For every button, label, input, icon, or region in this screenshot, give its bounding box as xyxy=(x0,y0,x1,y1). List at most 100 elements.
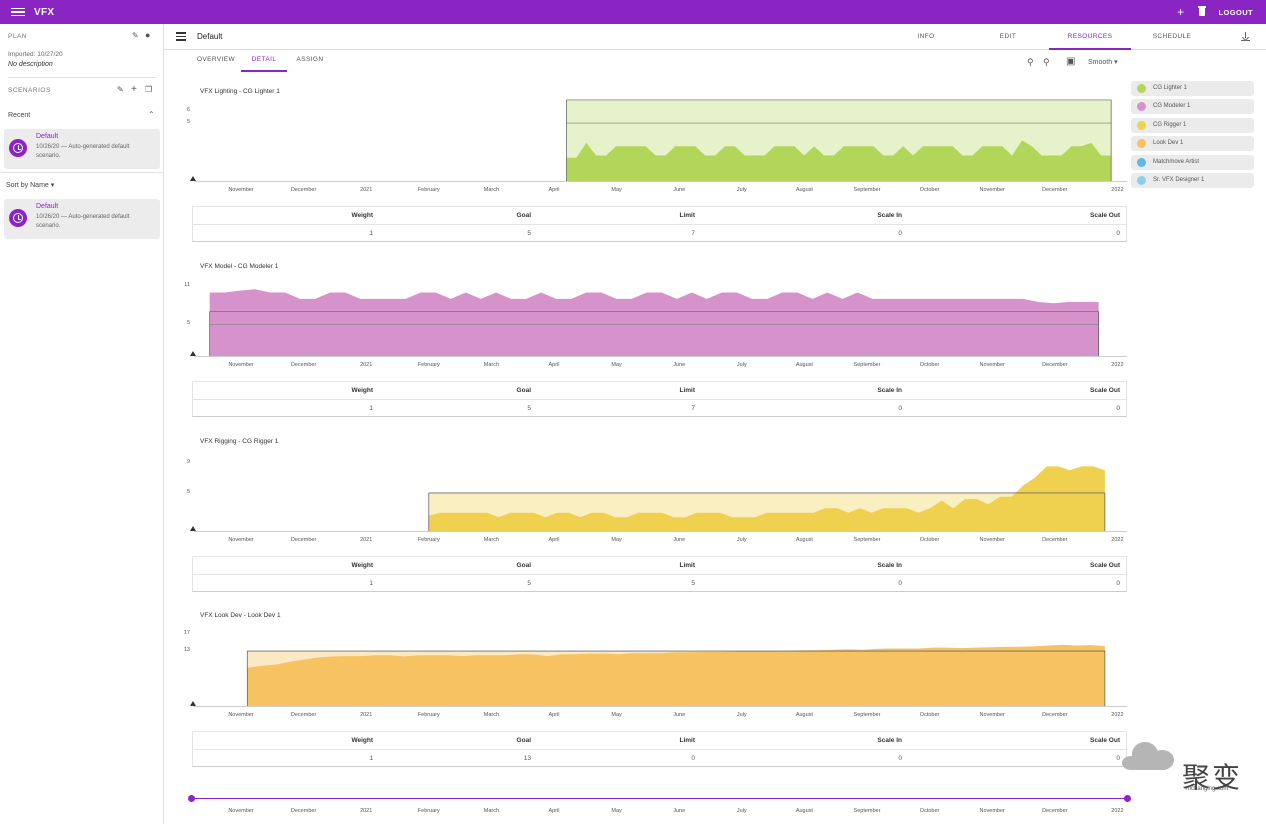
smooth-label: Smooth xyxy=(1088,59,1113,66)
edit-icon[interactable]: ✎ xyxy=(132,31,139,40)
content-header: Default INFO EDIT RESOURCES SCHEDULE xyxy=(164,24,1266,50)
table-cell: 5 xyxy=(527,580,531,587)
axis-origin-marker xyxy=(190,351,196,356)
table-cell: 0 xyxy=(1116,230,1120,237)
copy-scenario-icon[interactable]: ❐ xyxy=(145,85,153,94)
timeline-tick-label: December xyxy=(1042,808,1068,814)
trash-icon[interactable] xyxy=(1197,6,1206,16)
caret-down-icon: ▾ xyxy=(1114,59,1118,66)
timeline-tick-label: December xyxy=(290,808,317,814)
x-tick-label: June xyxy=(673,712,686,718)
y-tick-label: 6 xyxy=(186,107,190,114)
legend-item[interactable]: Look Dev 1 xyxy=(1131,136,1254,152)
timeline-tick-label: March xyxy=(483,808,500,814)
info-icon[interactable]: ● xyxy=(145,30,151,40)
x-tick-label: December xyxy=(1042,712,1068,718)
x-tick-label: November xyxy=(228,712,254,718)
table-header-cell: Weight xyxy=(351,562,373,569)
legend-item[interactable]: CG Modeler 1 xyxy=(1131,99,1254,115)
x-tick-label: February xyxy=(417,712,440,718)
x-tick-label: March xyxy=(483,362,500,368)
tab-schedule[interactable]: SCHEDULE xyxy=(1152,33,1192,40)
table-header-row xyxy=(193,207,1126,225)
timeline-range-slider[interactable] xyxy=(188,795,1131,802)
x-tick-label: August xyxy=(795,362,813,368)
x-tick-label: April xyxy=(548,362,560,368)
tab-resources[interactable]: RESOURCES xyxy=(1049,24,1131,50)
plan-label: PLAN xyxy=(8,33,27,40)
table-cell: 0 xyxy=(898,580,902,587)
smooth-dropdown[interactable]: Smooth ▾ xyxy=(1088,58,1118,66)
zoom-out-icon[interactable]: ⚲ xyxy=(1027,57,1034,67)
imported-date: Imported: 10/27/20 xyxy=(8,51,63,58)
x-axis xyxy=(194,531,1127,532)
legend-label: CG Modeler 1 xyxy=(1153,103,1191,110)
table-header-cell: Goal xyxy=(516,562,531,569)
x-tick-label: September xyxy=(853,712,881,718)
x-tick-label: 2022 xyxy=(1111,362,1124,368)
clock-icon xyxy=(9,139,27,157)
table-header-row xyxy=(193,382,1126,400)
x-axis xyxy=(194,181,1127,182)
y-tick-label: 5 xyxy=(186,320,190,327)
series-area xyxy=(247,644,1105,706)
x-tick-label: April xyxy=(548,537,560,543)
legend-item[interactable]: Sr. VFX Designer 1 xyxy=(1131,173,1254,188)
tab-edit[interactable]: EDIT xyxy=(999,33,1017,40)
table-cell: 1 xyxy=(369,580,373,587)
download-icon[interactable] xyxy=(1241,32,1250,41)
recent-label: Recent xyxy=(8,112,31,119)
range-end-handle[interactable] xyxy=(1124,795,1131,802)
timeline-tick-label: July xyxy=(736,808,747,814)
legend-color-dot xyxy=(1137,102,1146,112)
table-header-cell: Scale Out xyxy=(1090,737,1120,744)
x-tick-label: 2022 xyxy=(1111,712,1124,718)
chevron-up-icon[interactable]: ⌃ xyxy=(148,110,155,119)
legend-color-dot xyxy=(1137,139,1146,149)
legend-label: Sr. VFX Designer 1 xyxy=(1153,177,1205,183)
zoom-in-icon[interactable]: ⚲ xyxy=(1043,57,1050,67)
table-cell: 7 xyxy=(691,405,695,412)
hamburger-icon[interactable] xyxy=(176,32,186,41)
x-tick-label: 2021 xyxy=(360,537,373,543)
x-tick-label: February xyxy=(417,187,440,193)
x-tick-label: December xyxy=(290,187,317,193)
logout-button[interactable]: LOGOUT xyxy=(1218,7,1253,17)
divider xyxy=(8,77,156,78)
legend-item[interactable]: CG Rigger 1 xyxy=(1131,117,1254,133)
x-tick-label: July xyxy=(736,362,747,368)
table-header-cell: Scale In xyxy=(877,212,902,219)
table-header-cell: Scale In xyxy=(877,562,902,569)
table-header-cell: Limit xyxy=(679,562,695,569)
series-area xyxy=(209,289,1099,356)
sort-dropdown[interactable]: Sort by Name ▾ xyxy=(6,181,54,189)
scenario-card-sorted[interactable]: Default 10/26/20 — Auto-generated defaul… xyxy=(4,199,160,239)
table-cell: 0 xyxy=(1116,580,1120,587)
legend-item[interactable]: CG Lighter 1 xyxy=(1131,81,1254,96)
legend-item[interactable]: Matchmove Artist xyxy=(1131,154,1254,170)
calendar-icon[interactable]: ▣ xyxy=(1066,56,1076,67)
x-tick-label: May xyxy=(611,362,622,368)
add-icon[interactable]: + xyxy=(1177,5,1185,19)
subtab-assign[interactable]: ASSIGN xyxy=(296,56,324,63)
table-header-cell: Weight xyxy=(351,212,373,219)
legend-label: CG Rigger 1 xyxy=(1153,121,1187,128)
edit-scenario-icon[interactable]: ✎ xyxy=(117,85,124,94)
subtab-detail[interactable]: DETAIL xyxy=(241,56,287,72)
table-cell: 0 xyxy=(691,755,695,762)
timeline-tick-label: November xyxy=(228,808,254,814)
subtab-overview[interactable]: OVERVIEW xyxy=(196,56,236,63)
x-tick-label: February xyxy=(417,362,440,368)
scenario-card-recent[interactable]: Default 10/26/20 — Auto-generated defaul… xyxy=(4,129,160,169)
menu-icon[interactable] xyxy=(11,7,25,17)
table-header-cell: Scale In xyxy=(877,387,902,394)
tab-info[interactable]: INFO xyxy=(917,33,935,40)
x-axis xyxy=(194,356,1127,357)
table-cell: 5 xyxy=(527,230,531,237)
range-start-handle[interactable] xyxy=(188,795,195,802)
x-tick-label: March xyxy=(483,537,500,543)
add-scenario-icon[interactable]: + xyxy=(131,84,137,95)
